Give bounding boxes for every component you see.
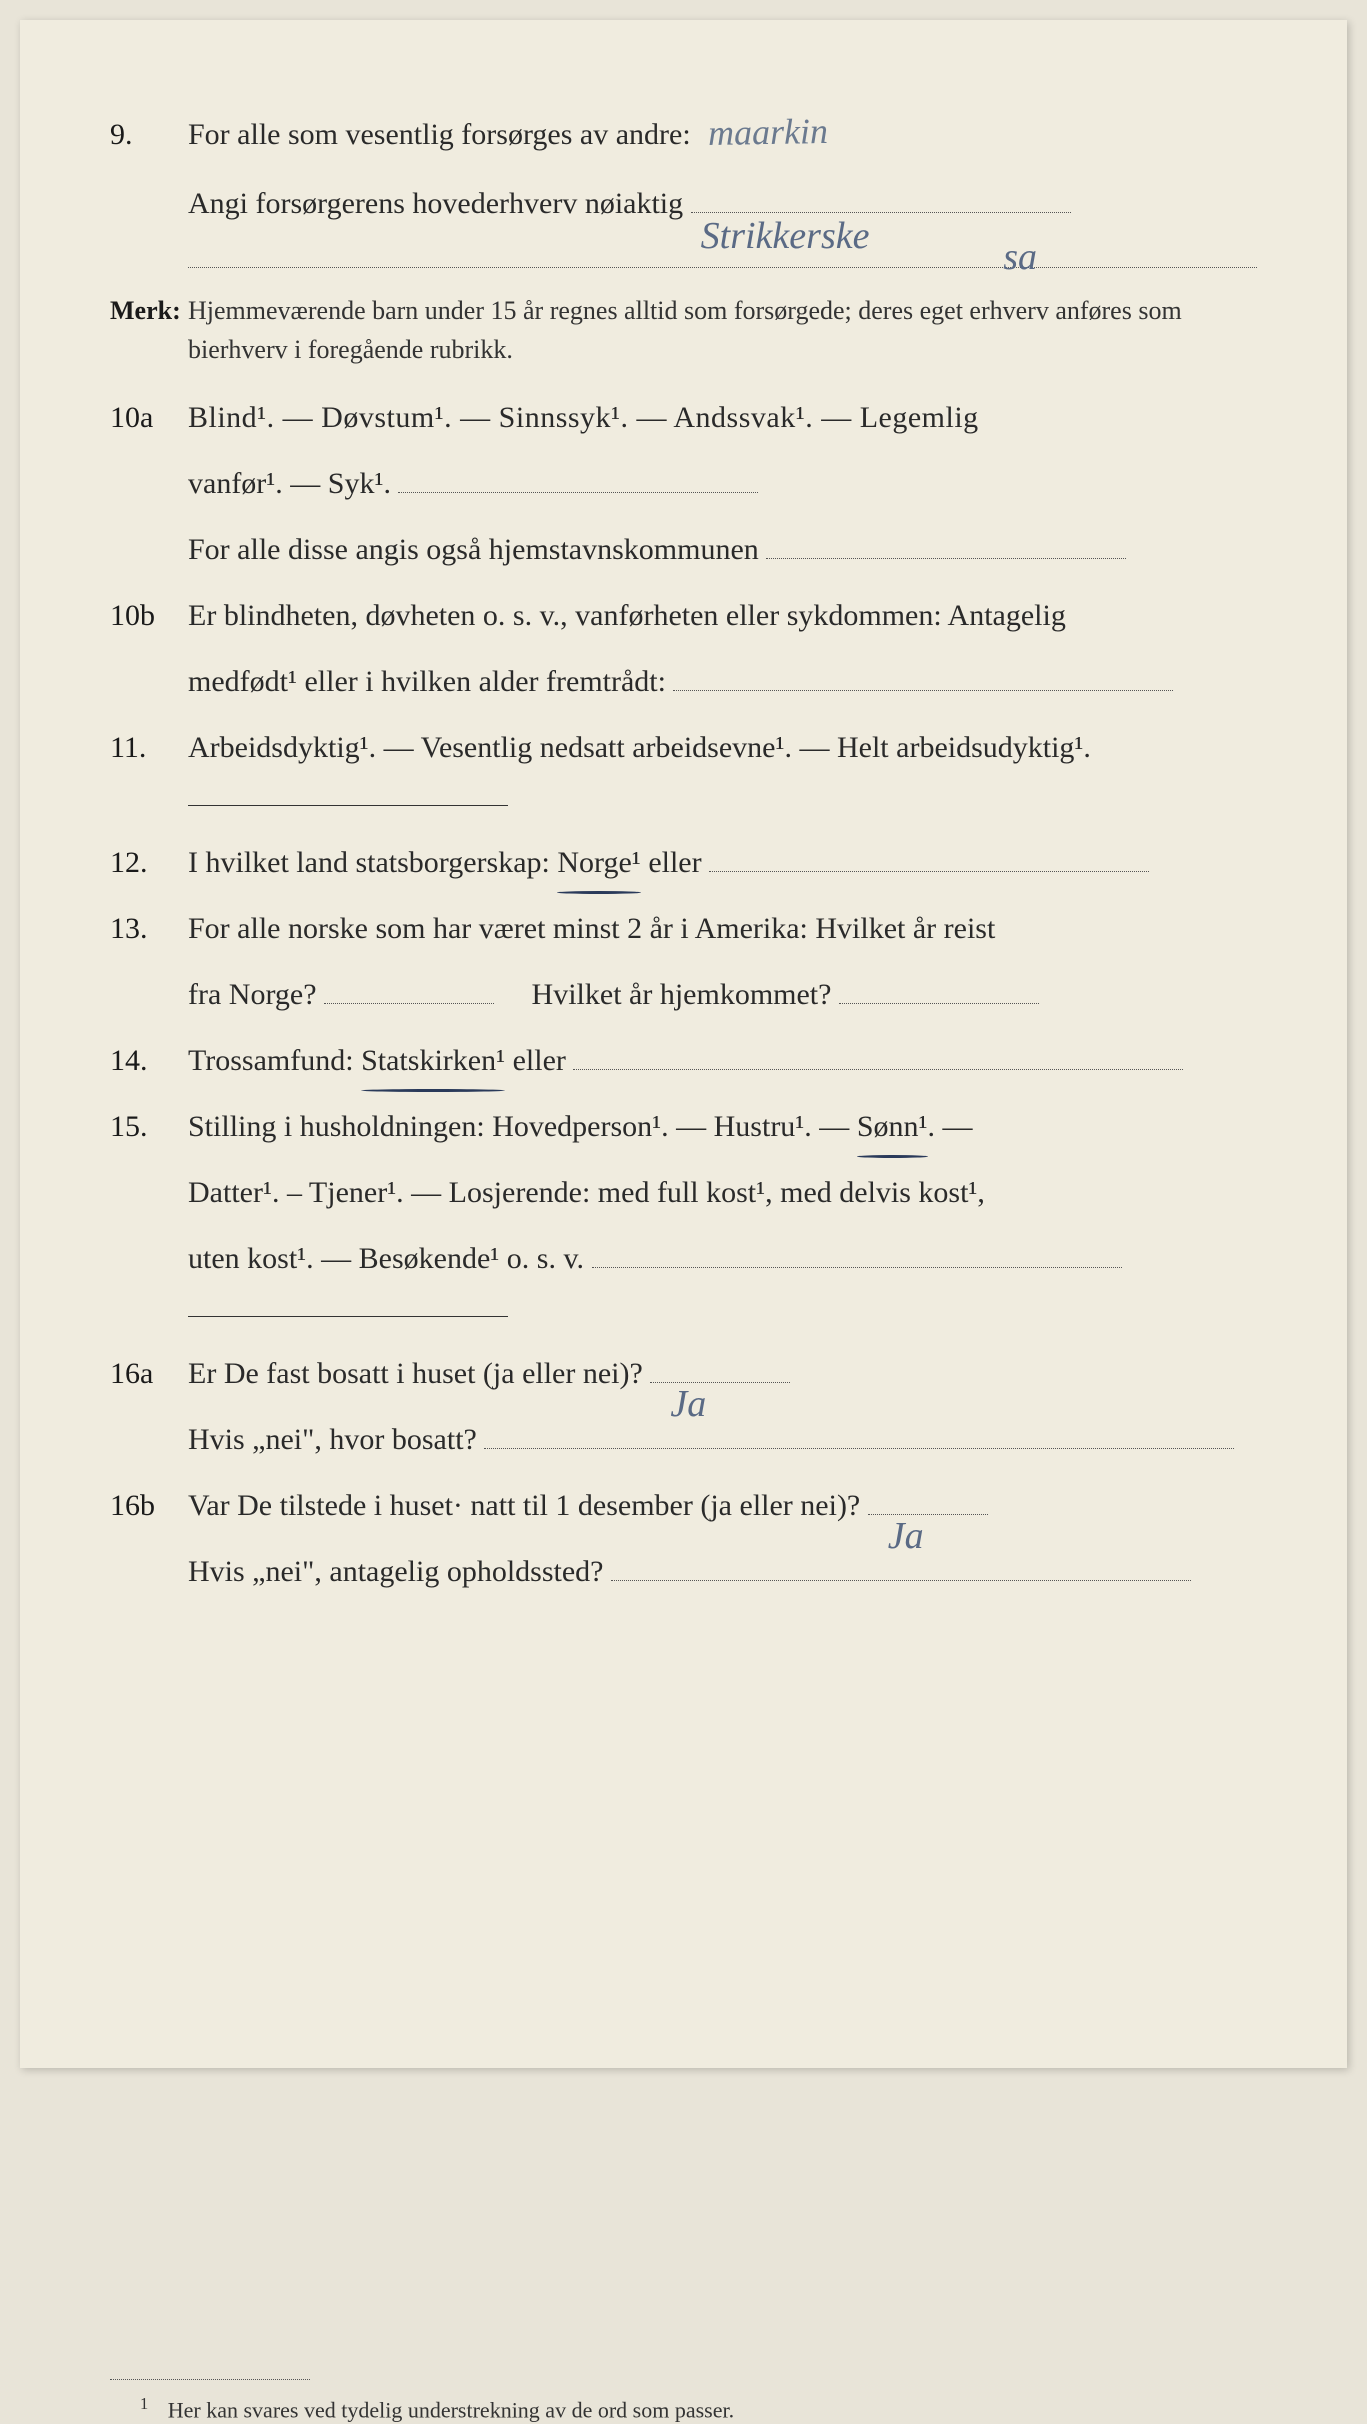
q16a-t2: Hvis „nei", hvor bosatt? <box>188 1423 477 1456</box>
q10b-c1: Er blindheten, døvheten o. s. v., vanfør… <box>188 589 1257 643</box>
form-page: 9. For alle som vesentlig forsørges av a… <box>20 20 1347 2068</box>
divider-2 <box>188 1316 508 1317</box>
q12-underlined: Norge¹ <box>557 836 640 890</box>
q16a-fill1: Ja <box>650 1382 790 1383</box>
q16a-line1: 16a Er De fast bosatt i huset (ja eller … <box>110 1347 1257 1401</box>
q16b-hand: Ja <box>888 1502 924 1570</box>
divider-1 <box>188 805 508 806</box>
q16b-fill1: Ja <box>868 1514 988 1515</box>
q12-c: I hvilket land statsborgerskap: Norge¹ e… <box>188 836 1257 890</box>
q15-1b: . — <box>928 1110 973 1143</box>
q16a-t1: Er De fast bosatt i huset (ja eller nei)… <box>188 1357 643 1390</box>
q10a-line1: 10a Blind¹. — Døvstum¹. — Sinnssyk¹. — A… <box>110 391 1257 445</box>
q9-line3: sa <box>188 243 1257 269</box>
q10b-line1: 10b Er blindheten, døvheten o. s. v., va… <box>110 589 1257 643</box>
q14-number: 14. <box>110 1034 188 1088</box>
q9-content1: For alle som vesentlig forsørges av andr… <box>188 100 1257 165</box>
q15-line2: Datter¹. – Tjener¹. — Losjerende: med fu… <box>188 1166 1257 1220</box>
q11-number: 11. <box>110 721 188 775</box>
q16b-t2: Hvis „nei", antagelig opholdssted? <box>188 1555 604 1588</box>
q9-text2: Angi forsørgerens hovederhverv nøiaktig <box>188 187 683 220</box>
q9-fill2: Strikkerske <box>691 212 1071 213</box>
q9-hand3: sa <box>1003 235 1037 279</box>
q14-underlined: Statskirken¹ <box>361 1034 505 1088</box>
q10a-number: 10a <box>110 391 188 445</box>
merk-text: Hjemmeværende barn under 15 år regnes al… <box>188 291 1257 369</box>
q10a-c3: For alle disse angis også hjemstavnskomm… <box>188 533 759 566</box>
q12-fill <box>709 871 1149 872</box>
q13-b: Hvilket år hjemkommet? <box>532 978 832 1011</box>
q16b-line2: Hvis „nei", antagelig opholdssted? <box>188 1545 1257 1599</box>
q15-1a: Stilling i husholdningen: Hovedperson¹. … <box>188 1110 857 1143</box>
q13-fill-b <box>839 1003 1039 1004</box>
merk-row: Merk: Hjemmeværende barn under 15 år reg… <box>110 288 1257 369</box>
q10a-line3: For alle disse angis også hjemstavnskomm… <box>188 523 1257 577</box>
q10a-fill3 <box>766 558 1126 559</box>
q15-c3: uten kost¹. — Besøkende¹ o. s. v. <box>188 1242 584 1275</box>
q10a-c1: Blind¹. — Døvstum¹. — Sinnssyk¹. — Andss… <box>188 391 1257 445</box>
q14-pre: Trossamfund: <box>188 1044 361 1077</box>
q16a-line2: Hvis „nei", hvor bosatt? <box>188 1413 1257 1467</box>
q15-line1: 15. Stilling i husholdningen: Hovedperso… <box>110 1100 1257 1154</box>
q16b-c1: Var De tilstede i huset· natt til 1 dese… <box>188 1479 1257 1533</box>
q13-line2: fra Norge? Hvilket år hjemkommet? <box>188 968 1257 1022</box>
q10b-number: 10b <box>110 589 188 643</box>
q14-c: Trossamfund: Statskirken¹ eller <box>188 1034 1257 1088</box>
q9-text1: For alle som vesentlig forsørges av andr… <box>188 118 691 151</box>
q10b-line2: medfødt¹ eller i hvilken alder fremtrådt… <box>188 655 1257 709</box>
q9-hand1: maarkin <box>708 99 829 166</box>
footnote: 1 Her kan svares ved tydelig understrekn… <box>140 2394 1257 2423</box>
q13-c1: For alle norske som har været minst 2 år… <box>188 902 1257 956</box>
q16a-fill2 <box>484 1448 1234 1449</box>
q9-line1: 9. For alle som vesentlig forsørges av a… <box>110 100 1257 165</box>
q11-c: Arbeidsdyktig¹. — Vesentlig nedsatt arbe… <box>188 721 1257 775</box>
q10a-fill <box>398 492 758 493</box>
q16b-t1: Var De tilstede i huset· natt til 1 dese… <box>188 1489 860 1522</box>
q16b-number: 16b <box>110 1479 188 1533</box>
q15-fill <box>592 1267 1122 1268</box>
q12-row: 12. I hvilket land statsborgerskap: Norg… <box>110 836 1257 890</box>
footnote-marker: 1 <box>140 2394 148 2413</box>
q13-a: fra Norge? <box>188 978 317 1011</box>
q16b-line1: 16b Var De tilstede i huset· natt til 1 … <box>110 1479 1257 1533</box>
q10b-c2: medfødt¹ eller i hvilken alder fremtrådt… <box>188 665 666 698</box>
merk-label: Merk: <box>110 288 188 335</box>
q12-number: 12. <box>110 836 188 890</box>
q16a-c1: Er De fast bosatt i huset (ja eller nei)… <box>188 1347 1257 1401</box>
q16a-hand: Ja <box>670 1370 706 1438</box>
q13-number: 13. <box>110 902 188 956</box>
q12-pre: I hvilket land statsborgerskap: <box>188 846 557 879</box>
q16b-fill2 <box>611 1580 1191 1581</box>
q12-post: eller <box>641 846 702 879</box>
q13-fill-a <box>324 1003 494 1004</box>
q9-line2: Angi forsørgerens hovederhverv nøiaktig … <box>188 177 1257 231</box>
q15-sonn: Sønn¹ <box>857 1100 928 1154</box>
q13-line1: 13. For alle norske som har været minst … <box>110 902 1257 956</box>
footnote-text: Her kan svares ved tydelig understreknin… <box>168 2398 734 2423</box>
q10a-line2: vanfør¹. — Syk¹. <box>188 457 1257 511</box>
q14-fill <box>573 1069 1183 1070</box>
q9-number: 9. <box>110 108 188 162</box>
q15-c1: Stilling i husholdningen: Hovedperson¹. … <box>188 1100 1257 1154</box>
q16a-number: 16a <box>110 1347 188 1401</box>
q10b-fill <box>673 690 1173 691</box>
q15-line3: uten kost¹. — Besøkende¹ o. s. v. <box>188 1232 1257 1286</box>
q15-number: 15. <box>110 1100 188 1154</box>
q14-post: eller <box>505 1044 566 1077</box>
footnote-divider <box>110 2379 310 2380</box>
q10a-c2: vanfør¹. — Syk¹. <box>188 467 391 500</box>
q14-row: 14. Trossamfund: Statskirken¹ eller <box>110 1034 1257 1088</box>
q11-row: 11. Arbeidsdyktig¹. — Vesentlig nedsatt … <box>110 721 1257 775</box>
